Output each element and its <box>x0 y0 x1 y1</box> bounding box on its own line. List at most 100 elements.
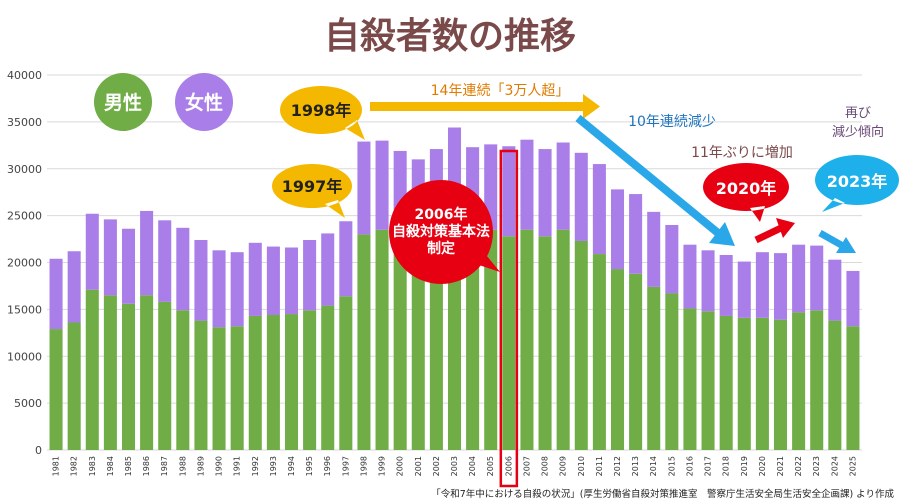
bar-male-1981 <box>49 329 63 450</box>
over30k-label: 14年連続「3万人超」 <box>431 82 570 99</box>
x-tick-label: 2019 <box>740 456 749 476</box>
x-tick-label: 2005 <box>486 456 495 476</box>
bar-female-1995 <box>303 240 317 311</box>
y-tick-label: 0 <box>35 444 42 457</box>
bar-female-2005 <box>484 144 498 230</box>
bar-female-2008 <box>538 149 552 237</box>
y-tick-label: 5000 <box>14 397 42 410</box>
x-tick-label: 2009 <box>559 456 568 476</box>
x-tick-label: 1995 <box>305 456 314 476</box>
bar-female-2023 <box>810 245 824 311</box>
x-tick-label: 2013 <box>631 456 640 476</box>
bubble-1997: 1997年 <box>272 164 352 218</box>
bar-male-1984 <box>103 295 117 450</box>
bar-male-2006 <box>502 236 516 450</box>
y-tick-label: 40000 <box>7 69 42 82</box>
x-tick-label: 2023 <box>812 456 821 476</box>
bar-male-2004 <box>466 231 480 450</box>
bar-male-1988 <box>176 310 190 450</box>
bar-male-1999 <box>375 229 389 450</box>
bar-male-1985 <box>121 303 136 450</box>
bar-male-2021 <box>773 319 788 450</box>
x-tick-label: 2018 <box>722 456 731 476</box>
x-tick-label: 1999 <box>378 456 387 476</box>
bar-male-2023 <box>810 310 824 450</box>
bar-female-1999 <box>375 140 389 230</box>
bar-female-2020 <box>755 252 769 318</box>
x-tick-label: 1990 <box>215 456 224 476</box>
bar-female-1996 <box>321 233 335 306</box>
y-tick-labels: 0 5000 10000 15000 20000 25000 30000 35000 40000 <box>7 69 42 457</box>
source-note: 「令和7年中における自殺の状況」(厚生労働省自殺対策推進室 警察庁生活安全局生活… <box>431 488 894 500</box>
bubble-1998-label: 1998年 <box>291 101 352 120</box>
bar-male-2005 <box>484 229 498 450</box>
x-tick-label: 2017 <box>704 456 713 476</box>
bar-male-1983 <box>85 289 99 450</box>
x-tick-label: 2014 <box>649 456 658 476</box>
x-tick-label: 2004 <box>468 456 477 476</box>
increase-arrow <box>754 218 795 244</box>
x-tick-label: 1991 <box>233 456 242 476</box>
x-tick-label: 2016 <box>685 456 694 476</box>
bar-female-1992 <box>248 242 262 316</box>
x-tick-label: 1997 <box>341 456 350 476</box>
x-tick-label: 2020 <box>758 456 767 476</box>
x-tick-label: 1992 <box>251 456 260 476</box>
bar-female-2021 <box>773 253 788 320</box>
bubble-1998: 1998年 <box>280 85 365 140</box>
bar-male-1993 <box>266 315 280 450</box>
bubble-2020-label: 2020年 <box>716 179 777 198</box>
bar-male-2002 <box>429 240 443 450</box>
x-tick-label: 2007 <box>522 456 531 476</box>
bar-female-2016 <box>683 244 697 309</box>
x-tick-label: 1984 <box>106 456 115 476</box>
bar-female-2015 <box>665 225 679 294</box>
bar-male-1982 <box>67 322 81 450</box>
bubble-1997-label: 1997年 <box>282 177 343 196</box>
bar-female-1985 <box>121 228 136 304</box>
bar-female-1994 <box>284 247 299 315</box>
x-tick-label: 1985 <box>124 456 133 476</box>
x-tick-label: 2001 <box>414 456 423 476</box>
bar-male-1987 <box>158 301 172 450</box>
bar-male-1986 <box>140 295 154 450</box>
y-tick-label: 20000 <box>7 257 42 270</box>
bar-male-2011 <box>592 254 606 450</box>
x-tick-label: 1987 <box>160 456 169 476</box>
bar-female-2007 <box>520 139 534 230</box>
bar-male-2022 <box>792 312 806 450</box>
decrease-arrow-2 <box>818 229 856 253</box>
bar-female-1988 <box>176 227 190 311</box>
bar-male-2009 <box>556 229 570 450</box>
bar-female-1997 <box>339 221 353 297</box>
highlight-2006 <box>499 149 519 488</box>
x-tick-label: 1982 <box>70 456 79 476</box>
bar-male-2007 <box>520 229 534 450</box>
bubble-2020: 2020年 <box>703 163 789 222</box>
law-line1: 2006年 <box>415 206 468 223</box>
bar-male-2014 <box>647 286 661 450</box>
bar-male-1995 <box>303 310 317 450</box>
bar-female-2011 <box>592 164 606 255</box>
bar-male-2013 <box>629 273 643 450</box>
bar-female-1989 <box>194 240 208 321</box>
bar-female-1993 <box>266 246 280 315</box>
bar-male-2000 <box>393 234 407 450</box>
legend-male-label: 男性 <box>104 91 142 114</box>
law-bubble: 2006年 自殺対策基本法 制定 <box>389 180 500 284</box>
x-tick-label: 1981 <box>52 456 61 476</box>
bar-male-2018 <box>719 315 733 450</box>
bar-female-1987 <box>158 220 172 302</box>
bar-male-2020 <box>755 317 769 450</box>
decrease10-label: 10年連続減少 <box>628 113 716 130</box>
bar-female-1998 <box>357 141 371 235</box>
bar-female-2009 <box>556 142 570 230</box>
x-tick-label: 1989 <box>196 456 205 476</box>
increase11-label: 11年ぶりに増加 <box>691 145 793 161</box>
x-tick-label: 2010 <box>577 456 586 476</box>
decrease-arrow <box>575 114 735 246</box>
bar-male-1994 <box>284 314 299 450</box>
bar-female-2025 <box>846 270 860 327</box>
x-tick-label: 2024 <box>830 456 839 476</box>
